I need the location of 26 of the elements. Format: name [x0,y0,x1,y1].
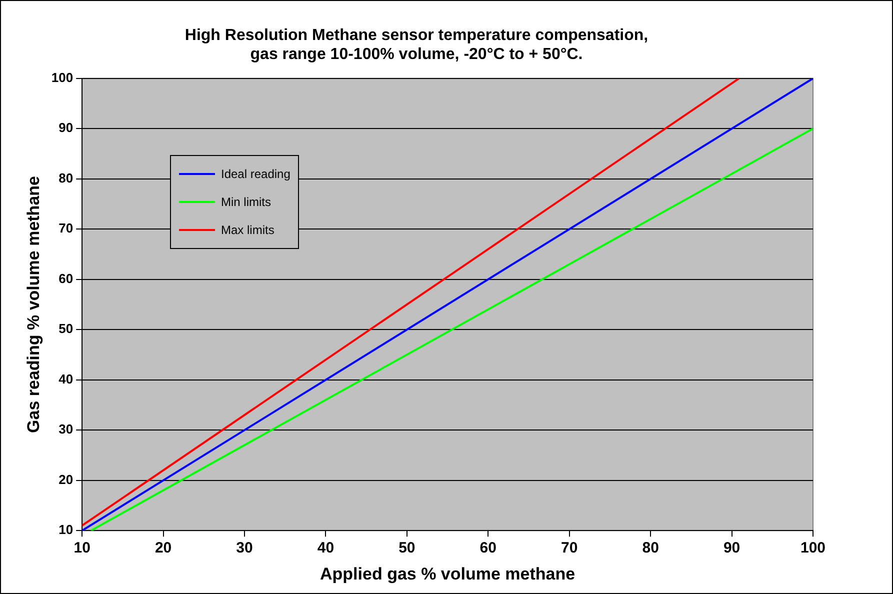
y-tick-label: 30 [58,422,74,437]
x-tick-label: 20 [154,540,172,557]
legend-label: Ideal reading [221,167,290,181]
chart-title: High Resolution Methane sensor temperature compensation, gas range 10-100% volume, -20°C to + 50°C. [184,27,648,64]
legend-label: Min limits [221,195,271,209]
x-tick-label: 100 [800,540,826,557]
x-tick-label: 10 [74,540,90,557]
x-tick-label: 50 [398,540,416,557]
y-tick-label: 20 [58,472,74,487]
y-tick-label: 70 [58,220,74,236]
y-tick-label: 40 [58,371,74,386]
y-axis-title: Gas reading % volume methane [24,176,43,433]
legend-label: Max limits [221,223,274,237]
x-tick-label: 60 [480,540,496,557]
y-tick-label: 60 [58,270,74,286]
y-tick-label: 100 [51,70,74,85]
y-tick-label: 90 [58,120,74,136]
x-tick-label: 40 [317,540,334,557]
y-tick-label: 80 [58,170,74,186]
y-tick-label: 10 [58,522,74,538]
y-tick-label: 50 [58,321,74,336]
x-tick-label: 80 [642,540,659,557]
x-tick-label: 30 [236,540,253,557]
x-tick-label: 90 [723,540,740,557]
x-tick-label: 70 [561,540,578,557]
x-axis-title: Applied gas % volume methane [320,564,576,584]
